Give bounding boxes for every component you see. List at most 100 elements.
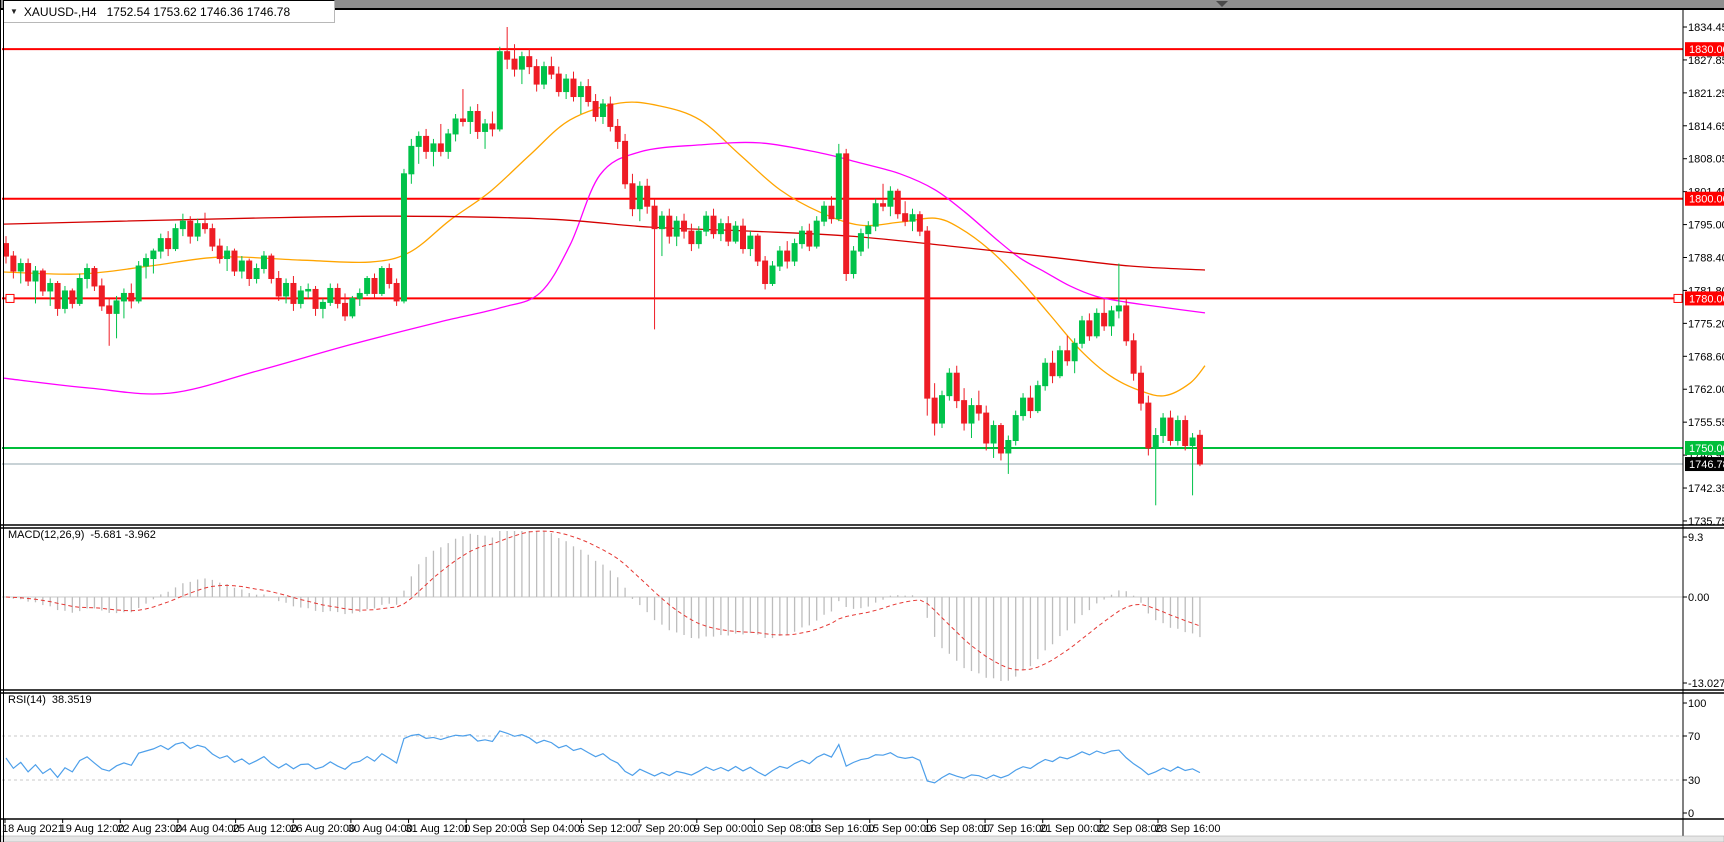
- macd-panel: [5, 530, 1201, 682]
- bear-candle: [25, 263, 32, 282]
- bear-candle: [165, 238, 172, 250]
- bear-candle: [629, 183, 636, 210]
- bull-candle: [717, 223, 724, 235]
- bear-candle: [1027, 397, 1034, 412]
- bear-candle: [806, 230, 813, 247]
- date-tick-label: 30 Aug 04:00: [348, 823, 413, 835]
- bear-candle: [489, 123, 496, 130]
- price-tick-label: 1795.00: [1688, 220, 1724, 232]
- bull-candle: [238, 260, 245, 272]
- bull-candle: [179, 220, 186, 230]
- bull-candle: [599, 103, 606, 117]
- bear-candle: [666, 215, 673, 237]
- date-tick-label: 26 Aug 20:00: [290, 823, 355, 835]
- date-tick-label: 10 Sep 08:00: [751, 823, 816, 835]
- bull-candle: [703, 215, 710, 232]
- bull-candle: [865, 225, 872, 235]
- symbol-title-bar[interactable]: ▼ XAUUSD-,H4 1752.54 1753.62 1746.36 174…: [4, 0, 335, 23]
- bear-candle: [894, 190, 901, 215]
- bull-candle: [172, 228, 179, 250]
- macd-axis-label: 9.3: [1688, 532, 1703, 544]
- bear-candle: [622, 140, 629, 185]
- bull-candle: [1005, 440, 1012, 454]
- bear-candle: [1101, 312, 1108, 327]
- hline-handle[interactable]: [5, 293, 15, 303]
- bear-candle: [91, 268, 98, 287]
- rsi-axis-label: 70: [1688, 731, 1700, 743]
- bear-candle: [924, 230, 931, 399]
- bull-candle: [1160, 417, 1167, 437]
- bull-candle: [157, 238, 164, 252]
- macd-axis-label: -13.027: [1688, 678, 1724, 690]
- horizontal-line-objects[interactable]: [2, 48, 1683, 465]
- price-tick-label: 1834.45: [1688, 22, 1724, 34]
- macd-signal-line: [5, 530, 1201, 671]
- date-tick-label: 22 Sep 08:00: [1097, 823, 1162, 835]
- frame-lines: [0, 10, 1724, 842]
- bull-candle: [445, 133, 452, 152]
- bull-candle: [253, 268, 260, 279]
- bull-candle: [297, 290, 304, 304]
- bear-candle: [880, 203, 887, 207]
- bear-candle: [437, 143, 444, 152]
- bull-candle: [61, 290, 68, 309]
- bear-candle: [1086, 320, 1093, 337]
- chart-shift-marker-icon[interactable]: [1216, 1, 1228, 7]
- bull-candle: [673, 220, 680, 237]
- macd-name: MACD(12,26,9): [8, 529, 85, 541]
- rsi-line: [5, 730, 1201, 784]
- bear-candle: [754, 235, 761, 262]
- price-tick-label: 1775.20: [1688, 318, 1724, 330]
- bear-candle: [725, 223, 732, 242]
- hline-handle[interactable]: [1673, 293, 1683, 303]
- bear-candle: [474, 110, 481, 132]
- bear-candle: [3, 243, 9, 257]
- bull-candle: [798, 230, 805, 245]
- bid-price-box-label: 1746.78: [1689, 459, 1724, 471]
- price-tick-label: 1808.05: [1688, 154, 1724, 166]
- price-line-box-1780.00: [1685, 291, 1724, 306]
- bull-candle: [1071, 342, 1078, 362]
- bull-candle: [349, 297, 356, 317]
- macd-values: -5.681 -3.962: [90, 529, 156, 541]
- date-tick-label: 24 Aug 04:00: [175, 823, 240, 835]
- bull-candle: [857, 233, 864, 252]
- symbol-period-label: XAUUSD-,H4: [23, 4, 97, 19]
- bear-candle: [371, 277, 378, 294]
- bull-candle: [1108, 310, 1115, 327]
- bear-candle: [762, 260, 769, 284]
- rsi-axis-label: 100: [1688, 698, 1706, 710]
- price-line-box-label: 1780.00: [1689, 293, 1724, 305]
- bull-candle: [400, 173, 407, 302]
- ohlc-readout: 1752.54 1753.62 1746.36 1746.78: [106, 4, 291, 19]
- chart-top-border: [0, 8, 1724, 10]
- bear-candle: [216, 245, 223, 260]
- bear-candle: [828, 205, 835, 220]
- price-tick-label: 1768.60: [1688, 351, 1724, 363]
- bid-price-box: [1685, 457, 1724, 472]
- bear-candle: [1064, 350, 1071, 362]
- bear-candle: [1196, 434, 1203, 465]
- bull-candle: [835, 153, 842, 220]
- bear-candle: [128, 292, 135, 302]
- date-tick-label: 25 Aug 12:00: [233, 823, 298, 835]
- price-line-value-boxes: 1830.00 1800.00 1780.00 1750.00 1746.78: [1685, 42, 1724, 472]
- bear-candle: [511, 58, 518, 70]
- window-top-edge: [0, 0, 1724, 8]
- bull-candle: [1012, 415, 1019, 442]
- chart-left-border: [3, 0, 4, 842]
- bear-candle: [548, 66, 555, 75]
- bear-candle: [614, 125, 621, 142]
- bear-candle: [784, 250, 791, 262]
- symbol-dropdown-caret-icon[interactable]: ▼: [10, 7, 18, 16]
- bull-candle: [327, 287, 334, 303]
- date-tick-label: 23 Sep 16:00: [1155, 823, 1220, 835]
- bear-candle: [504, 51, 511, 60]
- bull-candle: [990, 425, 997, 444]
- bear-candle: [953, 372, 960, 402]
- bull-candle: [813, 220, 820, 247]
- price-tick-label: 1827.85: [1688, 55, 1724, 67]
- price-tick-label: 1788.40: [1688, 253, 1724, 265]
- panel-guides: [2, 596, 1683, 781]
